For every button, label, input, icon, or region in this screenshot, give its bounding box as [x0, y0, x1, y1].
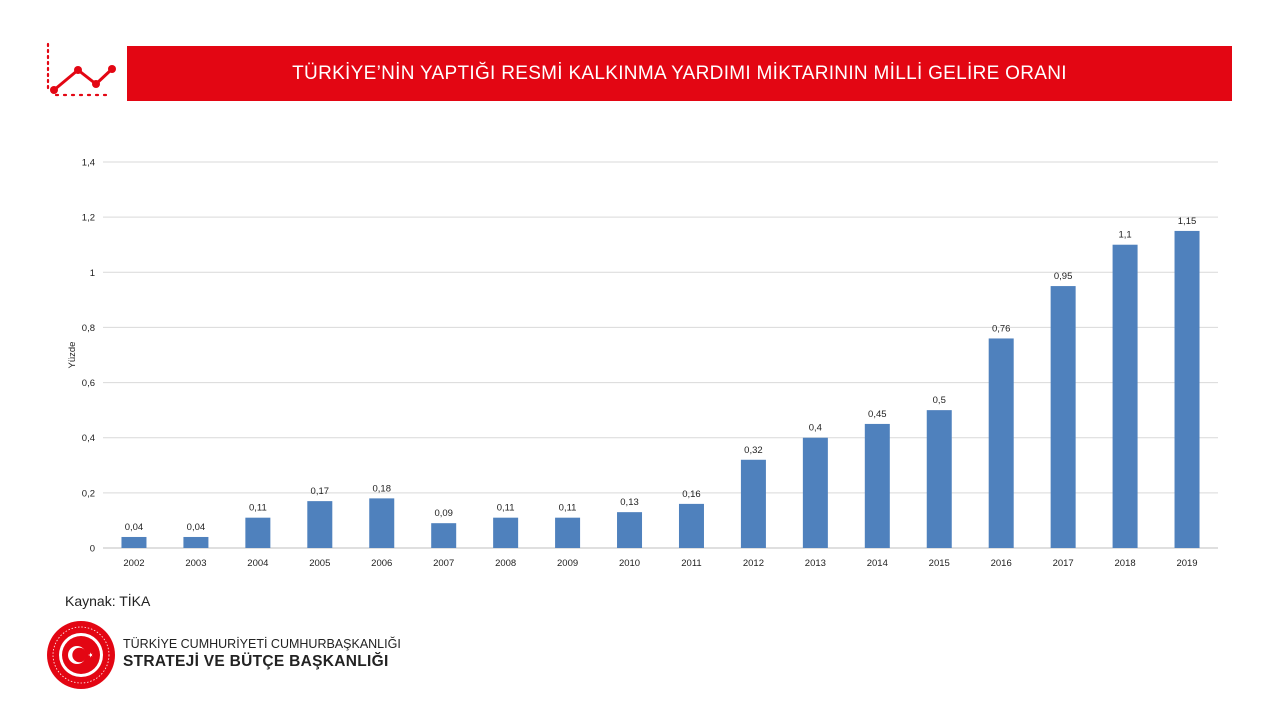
bar-2002 — [121, 536, 147, 548]
x-tick-label-2017: 2017 — [1053, 558, 1074, 569]
x-tick-label-2008: 2008 — [495, 558, 516, 569]
bar-2017 — [1050, 286, 1076, 548]
x-tick-label-2007: 2007 — [433, 558, 454, 569]
x-tick-label-2005: 2005 — [309, 558, 330, 569]
bar-2014 — [864, 423, 890, 548]
x-tick-label-2010: 2010 — [619, 558, 640, 569]
bar-chart: 0 0,2 0,4 0,6 0,8 1 1,2 1,4 0,04 0,04 0,11 0,17 0,1… — [67, 158, 1218, 569]
data-label-2007: 0,09 — [434, 508, 453, 519]
x-tick-label-2012: 2012 — [743, 558, 764, 569]
bar-2018 — [1112, 244, 1138, 548]
bar-2007 — [431, 523, 457, 548]
data-label-2008: 0,11 — [497, 503, 515, 514]
bar-2009 — [555, 517, 581, 548]
x-tick-label-2018: 2018 — [1115, 558, 1136, 569]
line-chart-icon — [46, 42, 116, 97]
data-label-2012: 0,32 — [744, 445, 763, 456]
x-axis-ticks: 2002 2003 2004 2005 2006 2007 2008 2009 2010 2011… — [123, 558, 1197, 569]
bar-2015 — [926, 410, 952, 548]
x-tick-label-2006: 2006 — [371, 558, 392, 569]
bar-2003 — [183, 536, 209, 548]
x-tick-label-2015: 2015 — [929, 558, 950, 569]
data-label-2004: 0,11 — [249, 503, 267, 514]
bar-2012 — [740, 459, 766, 548]
bar-2016 — [988, 338, 1014, 548]
x-tick-label-2004: 2004 — [247, 558, 268, 569]
data-labels: 0,04 0,04 0,11 0,17 0,18 0,09 0,11 0,11 0,13 0,16… — [125, 216, 1197, 533]
bar-2010 — [617, 512, 643, 548]
bar-2008 — [493, 517, 519, 548]
x-tick-label-2014: 2014 — [867, 558, 888, 569]
bar-2011 — [678, 503, 704, 548]
data-label-2015: 0,5 — [933, 395, 946, 406]
bar-2019 — [1174, 230, 1200, 548]
bar-2013 — [802, 437, 828, 548]
bar-2005 — [307, 501, 333, 548]
bars — [121, 230, 1200, 548]
gridlines — [103, 161, 1218, 549]
page-title: TÜRKİYE’NİN YAPTIĞI RESMİ KALKINMA YARDI… — [292, 62, 1067, 84]
x-tick-label-2016: 2016 — [991, 558, 1012, 569]
y-axis-ticks: 0 0,2 0,4 0,6 0,8 1 1,2 1,4 — [82, 158, 95, 555]
crescent-star-seal-icon — [47, 621, 115, 689]
data-label-2013: 0,4 — [809, 423, 822, 434]
bar-2006 — [369, 498, 395, 548]
source-note: Kaynak: TİKA — [65, 593, 151, 609]
data-label-2019: 1,15 — [1178, 216, 1197, 227]
y-tick-label: 1 — [90, 268, 95, 279]
logo-text-primary: TÜRKİYE CUMHURİYETİ CUMHURBAŞKANLIĞI — [123, 637, 401, 651]
x-tick-label-2013: 2013 — [805, 558, 826, 569]
x-tick-label-2002: 2002 — [123, 558, 144, 569]
data-label-2017: 0,95 — [1054, 271, 1073, 282]
bar-2004 — [245, 517, 271, 548]
data-label-2009: 0,11 — [559, 503, 577, 514]
data-label-2011: 0,16 — [682, 489, 701, 500]
y-tick-label: 0,4 — [82, 433, 95, 444]
data-label-2005: 0,17 — [311, 486, 330, 497]
title-banner: TÜRKİYE’NİN YAPTIĞI RESMİ KALKINMA YARDI… — [127, 46, 1232, 101]
y-tick-label: 1,4 — [82, 158, 95, 169]
data-label-2002: 0,04 — [125, 522, 144, 533]
data-label-2018: 1,1 — [1118, 230, 1131, 241]
y-tick-label: 0,2 — [82, 488, 95, 499]
y-axis-title: Yüzde — [67, 342, 78, 369]
x-tick-label-2003: 2003 — [185, 558, 206, 569]
x-tick-label-2019: 2019 — [1176, 558, 1197, 569]
y-tick-label: 1,2 — [82, 213, 95, 224]
x-tick-label-2009: 2009 — [557, 558, 578, 569]
data-label-2014: 0,45 — [868, 409, 887, 420]
y-tick-label: 0 — [90, 544, 95, 555]
data-label-2010: 0,13 — [620, 497, 639, 508]
data-label-2003: 0,04 — [187, 522, 206, 533]
data-label-2006: 0,18 — [373, 483, 392, 494]
logo-text-secondary: STRATEJİ VE BÜTÇE BAŞKANLIĞI — [123, 653, 389, 670]
data-label-2016: 0,76 — [992, 323, 1011, 334]
x-tick-label-2011: 2011 — [681, 558, 701, 569]
y-tick-label: 0,8 — [82, 323, 95, 334]
y-tick-label: 0,6 — [82, 378, 95, 389]
